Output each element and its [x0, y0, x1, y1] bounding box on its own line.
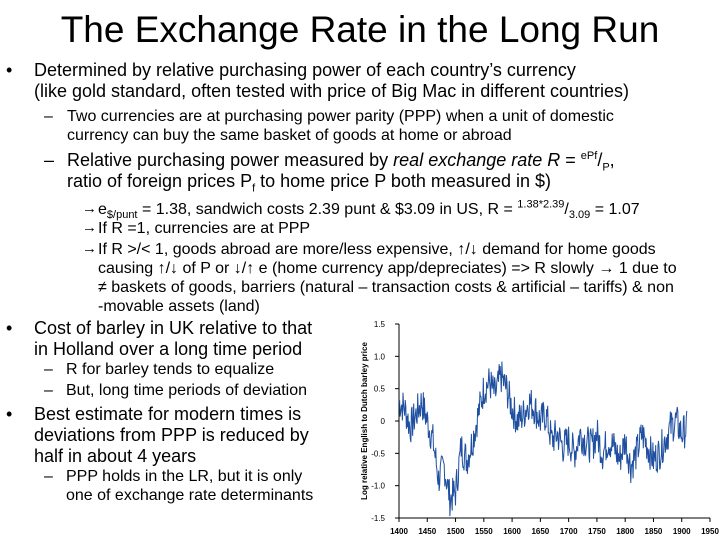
- x-tick-label: 1400: [390, 527, 408, 536]
- l3-line: If R >/< 1, goods abroad are more/less e…: [98, 241, 656, 258]
- l3-slash: /: [564, 201, 569, 218]
- l3-pre: e: [98, 201, 107, 218]
- sub-2-sup: ePf: [580, 150, 598, 162]
- level3-item-1: e$/punt = 1.38, sandwich costs 2.39 punt…: [98, 198, 640, 222]
- y-tick-label: 1.0: [374, 352, 386, 361]
- bullet-2-text: Cost of barley in UK relative to that in…: [34, 318, 312, 360]
- bullet-2-line: in Holland over a long time period: [34, 339, 303, 359]
- sub-2-line2-sub: f: [252, 182, 256, 195]
- dash-marker: –: [44, 468, 53, 485]
- sub-2-sub: P: [602, 161, 610, 174]
- level3-item-2: If R =1, currencies are at PPP: [98, 220, 311, 237]
- bullet-2-line: Cost of barley in UK relative to that: [34, 318, 313, 338]
- x-tick-label: 1650: [531, 527, 549, 536]
- sub-2-text: Relative purchasing power measured by re…: [67, 150, 615, 195]
- x-tick-label: 1950: [701, 527, 719, 536]
- l3-sup: 1.38*2.39: [517, 198, 565, 211]
- x-tick-label: 1800: [616, 527, 634, 536]
- l3-line: -movable assets (land): [98, 298, 260, 315]
- bullet-marker: •: [6, 404, 13, 424]
- y-tick-label: -1.0: [371, 482, 385, 491]
- x-tick-label: 1500: [447, 527, 465, 536]
- x-tick-label: 1900: [673, 527, 691, 536]
- l3-line: causing ↑/↓ of P or ↓/↑ e (home currency…: [98, 260, 677, 277]
- bullet-3-line: half in about 4 years: [34, 446, 197, 466]
- sub-2-eq: =: [560, 150, 581, 170]
- series-line: [398, 361, 688, 517]
- l3-line: ≠ baskets of goods, barriers (natural – …: [98, 279, 674, 296]
- x-tick-label: 1750: [588, 527, 606, 536]
- x-tick-label: 1700: [560, 527, 578, 536]
- bullet-3-text: Best estimate for modern times is deviat…: [34, 404, 309, 467]
- sub-2-pre: Relative purchasing power measured by: [67, 150, 394, 170]
- l3-mid: = 1.38, sandwich costs 2.39 punt & $3.09…: [137, 201, 518, 218]
- x-tick-label: 1600: [503, 527, 521, 536]
- arrow-marker: →: [82, 240, 97, 257]
- y-tick-label: -0.5: [371, 449, 385, 458]
- bullet-1-line: (like gold standard, often tested with p…: [34, 81, 629, 101]
- bullet-3-line: Best estimate for modern times is: [34, 404, 302, 424]
- bullet-1-line: Determined by relative purchasing power …: [34, 60, 576, 80]
- bullet-3-sub-line: PPP holds in the LR, but it is only: [66, 468, 303, 485]
- y-tick-label: 1.5: [374, 320, 386, 329]
- bullet-2-sub: R for barley tends to equalize: [66, 361, 275, 378]
- sub-1-line: currency can buy the same basket of good…: [67, 127, 512, 144]
- sub-2-line2-end: to home price P both measured in $): [255, 171, 551, 191]
- y-tick-label: -1.5: [371, 514, 385, 523]
- bullet-3-line: deviations from PPP is reduced by: [34, 425, 309, 445]
- sub-2-end: ,: [609, 150, 615, 170]
- bullet-marker: •: [6, 60, 13, 80]
- arrow-marker: →: [82, 219, 97, 236]
- l3-sub2: 3.09: [568, 209, 591, 222]
- dash-marker: –: [44, 382, 53, 399]
- barley-price-chart: Log relative English to Dutch barley pri…: [360, 320, 719, 536]
- y-axis-label: Log relative English to Dutch barley pri…: [360, 342, 369, 500]
- bullet-3-sub-line: one of exchange rate determinants: [66, 487, 314, 504]
- bullet-3-sub: PPP holds in the LR, but it is only one …: [66, 467, 313, 505]
- bullet-marker: •: [6, 318, 13, 338]
- bullet-2-sub: But, long time periods of deviation: [66, 382, 308, 399]
- arrow-marker: →: [82, 200, 97, 217]
- bullet-1-text: Determined by relative purchasing power …: [34, 60, 629, 102]
- x-tick-label: 1850: [645, 527, 663, 536]
- sub-1-line: Two currencies are at purchasing power p…: [67, 108, 614, 125]
- y-tick-label: 0: [381, 417, 386, 426]
- sub-1-text: Two currencies are at purchasing power p…: [67, 107, 614, 145]
- l3-sub: $/punt: [106, 209, 138, 222]
- y-tick-label: 0.5: [374, 385, 386, 394]
- x-tick-label: 1550: [475, 527, 493, 536]
- dash-marker: –: [44, 361, 53, 378]
- sub-2-line2: ratio of foreign prices P: [67, 171, 253, 191]
- level3-item-3: If R >/< 1, goods abroad are more/less e…: [98, 240, 677, 316]
- sub-2-italic: real exchange rate R: [393, 150, 561, 170]
- dash-marker: –: [44, 108, 53, 125]
- x-tick-label: 1450: [418, 527, 436, 536]
- sub-2-slash: /: [597, 150, 603, 170]
- dash-marker: –: [44, 150, 55, 170]
- l3-end: = 1.07: [590, 201, 640, 218]
- slide-title: The Exchange Rate in the Long Run: [60, 9, 660, 50]
